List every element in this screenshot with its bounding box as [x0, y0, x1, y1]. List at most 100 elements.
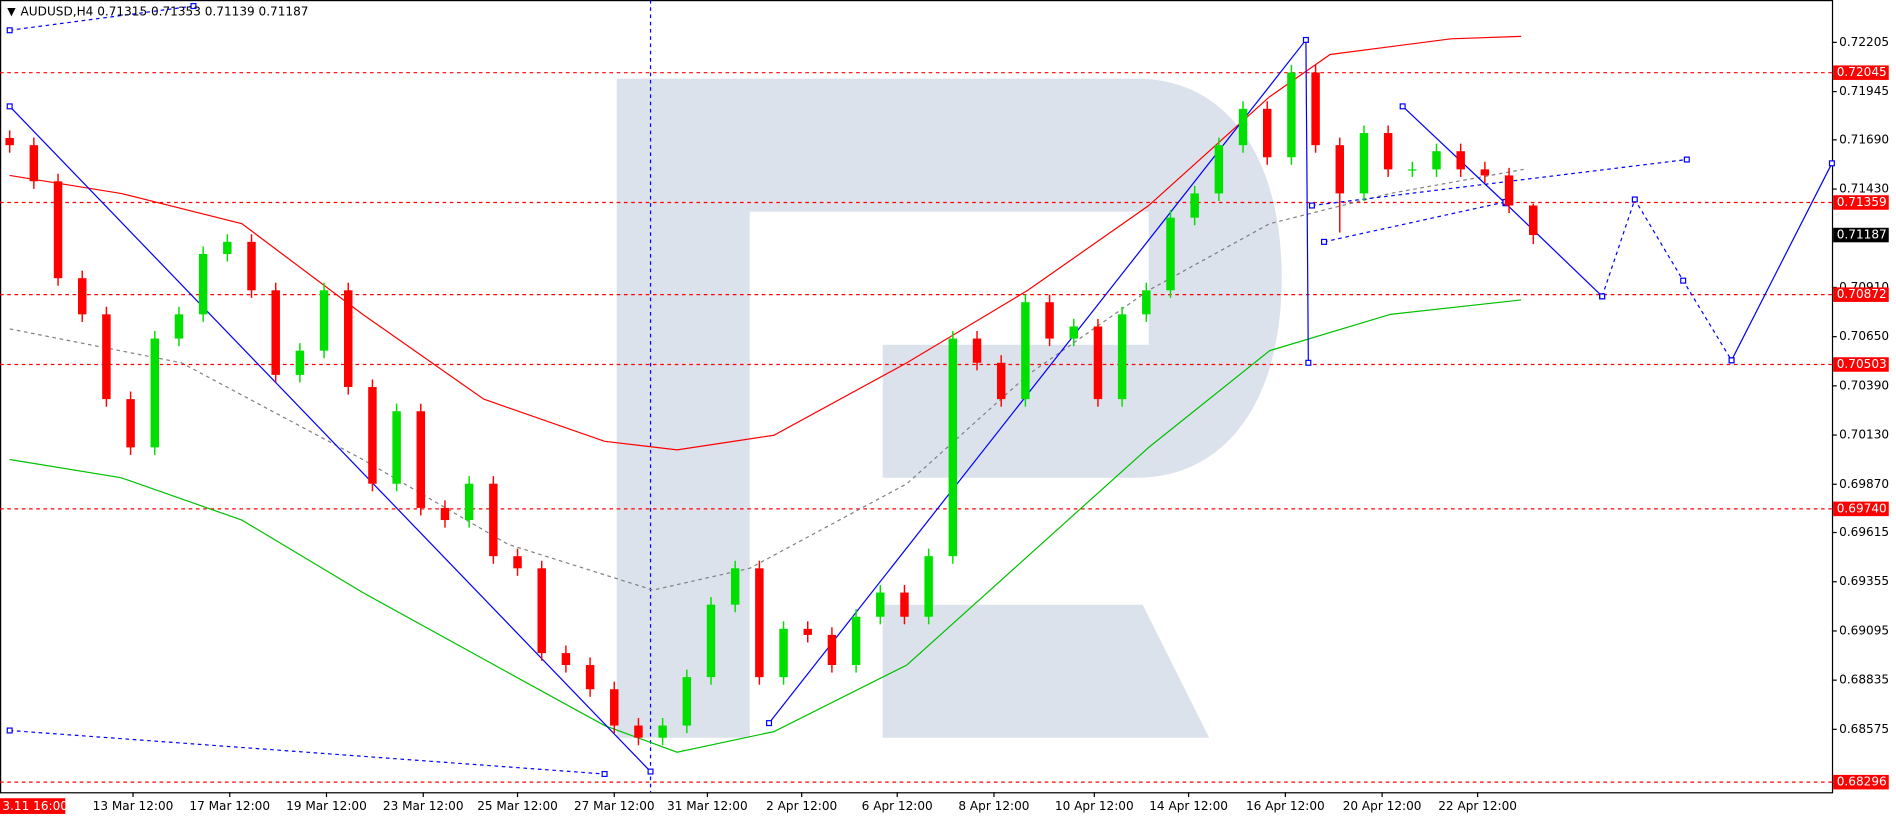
overlay-point [6, 103, 13, 110]
candle-body [706, 604, 716, 678]
overlay-line [9, 299, 1522, 753]
overlay-point [1631, 196, 1638, 203]
y-tick-label: 0.69355 [1839, 574, 1889, 588]
level-label: 0.69740 [1837, 501, 1887, 515]
candle-body [1166, 217, 1175, 291]
level-label-box [1833, 195, 1889, 210]
candle-body [996, 362, 1006, 400]
candle-body [1142, 290, 1151, 315]
candle-body [1117, 314, 1127, 400]
candle-body [779, 628, 788, 678]
level-label-box [1833, 501, 1889, 517]
candle-body [1335, 145, 1345, 194]
last-price-box [1833, 227, 1889, 243]
candle-body [1214, 145, 1224, 194]
candle-body [803, 628, 812, 635]
x-tick-label: 20 Apr 12:00 [1343, 799, 1422, 813]
y-tick-label: 0.70130 [1839, 428, 1889, 442]
candle-body [1190, 193, 1199, 218]
level-label: 0.70503 [1837, 357, 1887, 371]
y-tick-label: 0.71945 [1839, 84, 1889, 98]
x-tick-label: 23 Mar 12:00 [383, 799, 464, 813]
candle-body [223, 241, 232, 254]
candle-body [585, 665, 595, 690]
overlay-point [1683, 156, 1690, 163]
y-tick-label: 0.70390 [1839, 378, 1889, 392]
x-tick-label: 25 Mar 12:00 [477, 799, 558, 813]
candle-body [682, 677, 692, 726]
overlay-line [1731, 163, 1833, 361]
candle-body [489, 483, 498, 557]
candle-body [610, 689, 619, 726]
overlay-point [1305, 359, 1312, 366]
candle-body [827, 634, 837, 666]
candle-body [1069, 326, 1078, 339]
level-label-box [1833, 357, 1889, 372]
x-tick-label: 19 Mar 12:00 [286, 799, 367, 813]
overlay-point [1599, 293, 1606, 300]
candle-body [150, 338, 160, 448]
cursor-label: 3.11 16:00 [2, 799, 68, 813]
overlay-point [1680, 277, 1687, 284]
overlay-line [1601, 198, 1733, 361]
candle-body [247, 241, 256, 291]
x-tick-label: 10 Apr 12:00 [1055, 799, 1134, 813]
x-tick-label: 27 Mar 12:00 [574, 799, 655, 813]
watermark-shape [882, 604, 1210, 738]
candle-body [658, 725, 667, 738]
overlay-line [1311, 158, 1687, 207]
candle-body [126, 399, 135, 448]
overlay-point [647, 768, 654, 775]
y-tick-label: 0.68575 [1839, 722, 1889, 736]
candle-body [851, 616, 861, 666]
candle-body [53, 181, 63, 279]
y-tick-label: 0.69870 [1839, 477, 1889, 491]
chart-header: AUDUSD,H4 0.71315 0.71353 0.71139 0.7118… [21, 5, 309, 19]
x-tick-label: 22 Apr 12:00 [1438, 799, 1517, 813]
candle-body [730, 568, 740, 605]
candle-body [1238, 108, 1248, 146]
candle-body [755, 568, 764, 678]
last-price-label: 0.71187 [1837, 228, 1887, 242]
overlay-line [9, 105, 651, 772]
overlay-point [766, 720, 773, 727]
level-label: 0.70872 [1837, 287, 1887, 301]
candle-body [1287, 72, 1296, 158]
candle-body [5, 137, 14, 146]
plot-layer: 0.722050.719450.716900.714300.709100.706… [0, 3, 1889, 814]
candle-body [1311, 72, 1320, 146]
candle-body [948, 338, 958, 557]
y-tick-label: 0.68835 [1839, 673, 1889, 687]
x-tick-label: 14 Apr 12:00 [1149, 799, 1228, 813]
candle-body [440, 507, 450, 521]
candle-body [900, 592, 909, 617]
x-tick-label: 31 Mar 12:00 [667, 799, 748, 813]
candle-body [1359, 133, 1369, 194]
y-tick-label: 0.72205 [1839, 35, 1889, 49]
candle-body [1432, 151, 1441, 170]
x-tick-label: 6 Apr 12:00 [862, 799, 933, 813]
header-arrow: ▼ [7, 5, 16, 18]
overlay-point [1728, 357, 1735, 364]
candle-body [271, 290, 280, 375]
overlay-point [1828, 160, 1835, 167]
candle-body [561, 653, 571, 666]
overlay-line [9, 729, 605, 775]
candle-body [295, 350, 305, 375]
level-label-box [1833, 65, 1889, 80]
overlay-line [9, 35, 1522, 451]
candle-body [102, 314, 111, 400]
cursor-label-box [0, 798, 66, 814]
level-label: 0.71359 [1837, 195, 1887, 209]
overlay-point [1399, 103, 1406, 110]
candle-body [1408, 169, 1417, 171]
candle-body [634, 725, 643, 738]
overlay-point [601, 770, 608, 778]
candle-body [972, 338, 982, 363]
overlay-line [1323, 201, 1506, 243]
candle-body [174, 314, 184, 339]
candle-body [1480, 169, 1490, 176]
y-tick-label: 0.69615 [1839, 525, 1889, 539]
